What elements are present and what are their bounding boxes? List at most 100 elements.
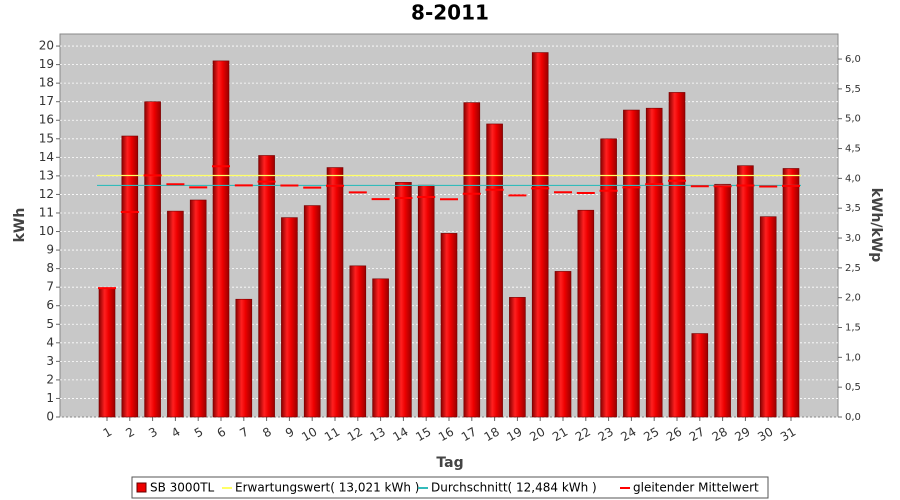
x-tick-label: 29: [732, 425, 752, 445]
x-tick-label: 7: [237, 425, 251, 441]
y-tick-label: 7: [46, 280, 54, 294]
bar: [600, 138, 617, 418]
x-axis-label: Tag: [436, 455, 463, 471]
bar: [189, 199, 207, 418]
bar: [623, 109, 640, 418]
bar: [326, 167, 344, 418]
bar: [714, 183, 731, 418]
y-tick-label: 2: [46, 372, 54, 386]
y-tick-label: 8: [46, 261, 54, 275]
x-tick-label: 20: [527, 425, 547, 445]
x-tick-label: 28: [710, 425, 730, 445]
y-tick-label: 13: [39, 168, 54, 182]
chart-title: 8-2011: [411, 1, 489, 25]
bar: [417, 184, 435, 418]
x-tick-label: 9: [283, 425, 297, 441]
y2-tick-label: 5,0: [845, 114, 861, 125]
y2-tick-label: 3,5: [845, 203, 861, 214]
x-tick-label: 18: [482, 425, 502, 445]
y2-tick-label: 1,0: [845, 352, 861, 363]
x-tick-label: 23: [596, 425, 616, 445]
x-tick-label: 5: [192, 425, 206, 441]
bar: [737, 165, 754, 418]
y-tick-label: 5: [46, 317, 54, 331]
bar: [645, 107, 663, 418]
y-tick-label: 19: [39, 57, 54, 71]
y-tick-label: 16: [39, 113, 54, 127]
bar: [372, 278, 389, 418]
bar: [98, 287, 116, 418]
bar: [440, 233, 458, 418]
y-tick-label: 0: [46, 410, 54, 424]
x-tick-label: 22: [573, 425, 593, 445]
bar: [509, 297, 526, 418]
legend: [131, 476, 769, 499]
bar: [668, 92, 686, 418]
y2-tick-label: 3,0: [845, 233, 861, 244]
bar: [349, 265, 367, 418]
y-tick-label: 1: [46, 391, 54, 405]
y2-tick-label: 2,0: [845, 293, 861, 304]
x-tick-label: 11: [322, 425, 342, 445]
y-tick-label: 15: [39, 131, 54, 145]
x-tick-label: 3: [146, 425, 160, 441]
x-tick-label: 25: [641, 425, 661, 445]
bar: [486, 123, 503, 418]
bar: [121, 135, 139, 418]
bar: [554, 271, 572, 418]
x-tick-label: 26: [664, 425, 684, 445]
y-tick-label: 10: [39, 224, 54, 238]
legend-swatch: [136, 482, 147, 493]
legend-label: Erwartungswert( 13,021 kWh ): [235, 481, 419, 495]
bar: [759, 216, 777, 418]
x-tick-label: 1: [101, 425, 115, 441]
x-tick-label: 31: [778, 425, 798, 445]
legend-label: gleitender Mittelwert: [633, 481, 759, 495]
x-tick-label: 8: [260, 425, 274, 441]
x-tick-label: 27: [687, 425, 707, 445]
y-tick-label: 20: [39, 39, 54, 53]
y-axis-label: kWh: [12, 208, 28, 243]
y2-tick-label: 4,0: [845, 173, 861, 184]
y2-axis-label: kWh/kWp: [868, 188, 884, 263]
y2-tick-label: 4,5: [845, 144, 861, 155]
bar: [303, 205, 321, 418]
y-tick-label: 14: [39, 150, 54, 164]
y-tick-label: 17: [39, 94, 54, 108]
x-tick-label: 24: [618, 425, 638, 445]
y2-tick-label: 0,0: [845, 412, 861, 423]
bar: [395, 182, 412, 418]
bar: [258, 155, 275, 418]
bar: [691, 333, 709, 418]
bar: [144, 101, 161, 418]
y-tick-label: 4: [46, 335, 54, 349]
bar: [167, 210, 184, 418]
y-tick-label: 3: [46, 354, 54, 368]
y-tick-label: 11: [39, 205, 54, 219]
x-tick-label: 17: [459, 425, 479, 445]
bar: [577, 209, 595, 418]
legend-label: SB 3000TL: [150, 481, 215, 495]
x-tick-label: 12: [345, 425, 365, 445]
y-tick-label: 9: [46, 243, 54, 257]
y-tick-label: 12: [39, 187, 54, 201]
x-tick-label: 13: [368, 425, 388, 445]
y2-tick-label: 0,5: [845, 382, 861, 393]
y-tick-label: 6: [46, 298, 54, 312]
y2-tick-label: 1,5: [845, 323, 861, 334]
bar: [212, 60, 230, 418]
x-tick-label: 2: [123, 425, 137, 441]
bar: [782, 168, 800, 418]
x-tick-label: 21: [550, 425, 570, 445]
y2-tick-label: 5,5: [845, 84, 861, 95]
x-tick-label: 10: [299, 425, 319, 445]
x-tick-label: 14: [390, 425, 410, 445]
y-tick-label: 18: [39, 76, 54, 90]
y2-tick-label: 6,0: [845, 54, 861, 65]
bar: [463, 102, 481, 418]
x-tick-label: 6: [215, 425, 229, 441]
x-tick-label: 30: [755, 425, 775, 445]
legend-label: Durchschnitt( 12,484 kWh ): [431, 481, 597, 495]
x-tick-label: 15: [413, 425, 433, 445]
